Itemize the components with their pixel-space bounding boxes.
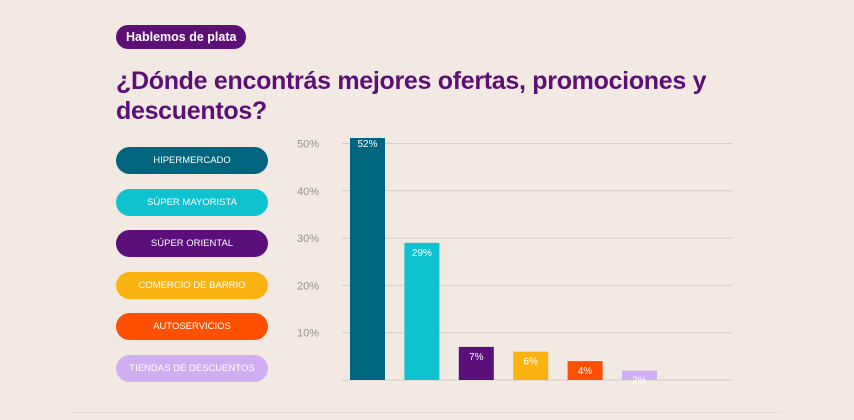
bar-value-label: 2% xyxy=(632,376,647,387)
legend-item: AUTOSERVICIOS xyxy=(116,313,268,340)
bar-value-label: 52% xyxy=(357,139,377,150)
bar xyxy=(622,370,657,380)
legend-item: SÚPER ORIENTAL xyxy=(116,230,268,257)
y-tick-label: 10% xyxy=(297,328,319,340)
bar xyxy=(513,351,549,380)
bar xyxy=(404,242,440,380)
section-tag: Hablemos de plata xyxy=(116,25,247,49)
bar-value-label: 7% xyxy=(469,352,484,363)
y-tick-label: 40% xyxy=(297,186,319,198)
legend-item: TIENDAS DE DESCUENTOS xyxy=(116,354,268,382)
divider xyxy=(72,412,782,413)
y-tick-label: 20% xyxy=(297,280,319,292)
bar xyxy=(350,138,385,380)
chart-legend: HIPERMERCADO SÚPER MAYORISTA SÚPER ORIENTA… xyxy=(116,147,268,396)
bar-value-label: 29% xyxy=(412,248,432,259)
bar xyxy=(458,346,494,380)
bar-chart: 10% 20% 30% 40% 50% 52% 29% 7% 6% 4% 2% xyxy=(297,138,732,387)
legend-item: SÚPER MAYORISTA xyxy=(116,188,268,216)
y-tick-label: 50% xyxy=(297,139,319,151)
bar-value-label: 4% xyxy=(578,366,593,377)
chart-title: ¿Dónde encontrás mejores ofertas, promoc… xyxy=(116,67,707,125)
y-tick-label: 30% xyxy=(297,233,319,245)
bar-value-label: 6% xyxy=(523,357,538,368)
legend-item: COMERCIO DE BARRIO xyxy=(116,271,268,299)
bar xyxy=(567,361,603,380)
legend-item: HIPERMERCADO xyxy=(116,147,268,174)
